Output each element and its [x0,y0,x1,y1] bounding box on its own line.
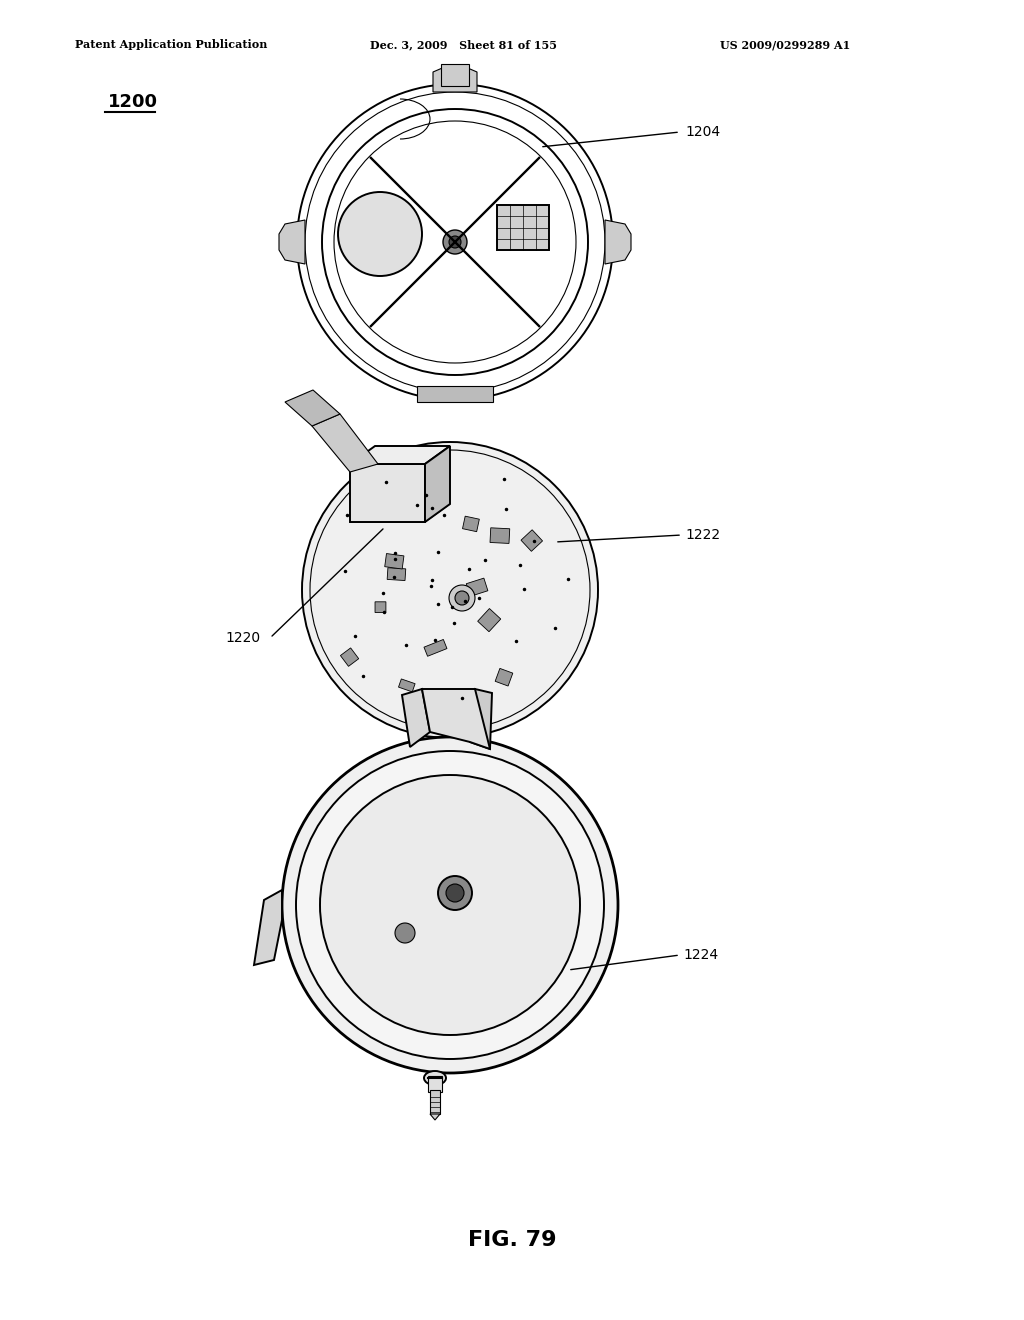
Text: 1224: 1224 [683,948,718,962]
Bar [463,516,479,532]
Polygon shape [254,890,282,965]
Polygon shape [285,389,340,426]
Polygon shape [430,1114,440,1119]
Polygon shape [425,446,450,521]
Circle shape [296,751,604,1059]
Bar [385,553,403,569]
Polygon shape [470,689,492,748]
Text: Dec. 3, 2009   Sheet 81 of 155: Dec. 3, 2009 Sheet 81 of 155 [370,40,557,50]
Polygon shape [433,66,477,92]
Bar [521,529,543,552]
Text: 1204: 1204 [685,125,720,139]
Bar [375,602,386,612]
Circle shape [443,230,467,253]
Circle shape [395,923,415,942]
Circle shape [319,775,580,1035]
Polygon shape [350,446,450,465]
Bar [466,578,487,597]
Ellipse shape [424,1071,446,1085]
Text: 1200: 1200 [108,92,158,111]
Circle shape [449,236,461,248]
Text: Patent Application Publication: Patent Application Publication [75,40,267,50]
Bar [387,568,406,581]
Circle shape [338,191,422,276]
Bar [417,385,493,403]
Circle shape [455,591,469,605]
Text: FIG. 79: FIG. 79 [468,1230,556,1250]
Text: 1220: 1220 [225,631,260,645]
Bar [430,1090,440,1114]
Polygon shape [350,465,425,521]
Bar [398,678,415,692]
Polygon shape [350,504,450,521]
Bar [428,1076,442,1092]
Text: US 2009/0299289 A1: US 2009/0299289 A1 [720,40,850,50]
Polygon shape [279,220,305,264]
Polygon shape [605,220,631,264]
Bar [424,639,447,656]
Circle shape [282,737,618,1073]
Bar [340,648,358,667]
Circle shape [449,585,475,611]
Polygon shape [402,689,430,747]
Circle shape [302,442,598,738]
Bar [477,609,501,632]
Bar [497,205,549,249]
Polygon shape [422,689,490,748]
Bar [496,668,513,686]
Polygon shape [312,414,378,473]
Bar [490,528,510,544]
Text: 1222: 1222 [685,528,720,543]
Circle shape [446,884,464,902]
Circle shape [438,876,472,909]
Bar [441,63,469,86]
